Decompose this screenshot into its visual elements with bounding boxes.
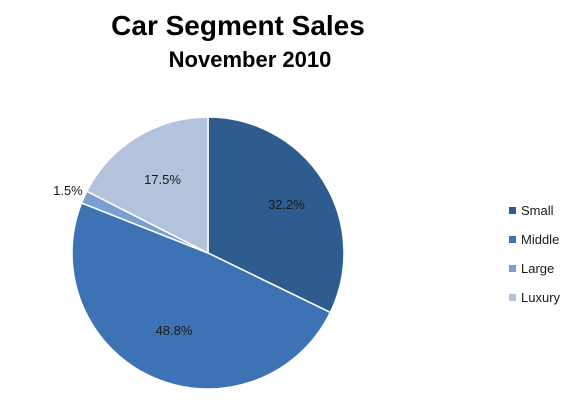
- legend-label-luxury: Luxury: [521, 290, 561, 305]
- pie-slice-labels: 32.2% 48.8% 1.5% 17.5%: [53, 172, 305, 338]
- chart-subtitle: November 2010: [169, 47, 332, 72]
- legend: Small Middle Large Luxury: [509, 203, 561, 305]
- chart-title: Car Segment Sales: [111, 10, 365, 41]
- slice-label-large: 1.5%: [53, 183, 83, 198]
- slice-label-luxury: 17.5%: [144, 172, 181, 187]
- slice-label-small: 32.2%: [268, 197, 305, 212]
- pie-slice-middle: [71, 201, 332, 390]
- legend-swatch-luxury: [509, 294, 516, 301]
- legend-swatch-small: [509, 207, 516, 214]
- legend-label-large: Large: [521, 261, 554, 276]
- pie-slice-luxury: [85, 116, 209, 255]
- legend-swatch-large: [509, 265, 516, 272]
- pie-slice-small: [207, 116, 345, 314]
- slice-label-middle: 48.8%: [156, 323, 193, 338]
- pie-slices: [71, 116, 345, 390]
- legend-swatch-middle: [509, 236, 516, 243]
- legend-label-small: Small: [521, 203, 554, 218]
- legend-label-middle: Middle: [521, 232, 559, 247]
